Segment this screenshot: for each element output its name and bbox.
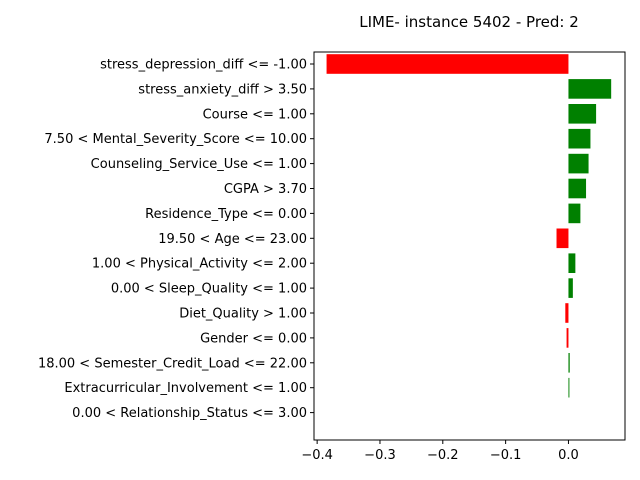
bar xyxy=(568,203,581,224)
x-tick-label: 0.0 xyxy=(558,448,579,463)
x-tick-label: −0.1 xyxy=(490,448,522,463)
bar xyxy=(568,128,591,149)
y-tick-label: Diet_Quality > 1.00 xyxy=(179,307,307,322)
y-tick-label: 7.50 < Mental_Severity_Score <= 10.00 xyxy=(44,132,307,147)
y-tick-label: Course <= 1.00 xyxy=(203,107,307,122)
y-tick-label: 19.50 < Age <= 23.00 xyxy=(158,232,307,247)
x-tick-label: −0.3 xyxy=(364,448,396,463)
bar xyxy=(326,54,569,74)
bars-group xyxy=(326,54,612,398)
bar xyxy=(568,278,573,298)
bar xyxy=(568,79,612,99)
y-tick-label: 0.00 < Sleep_Quality <= 1.00 xyxy=(111,282,307,297)
x-tick-label: −0.2 xyxy=(427,448,459,463)
y-tick-label: stress_anxiety_diff > 3.50 xyxy=(138,82,307,97)
y-tick-labels: stress_depression_diff <= -1.00 stress_an… xyxy=(38,58,314,421)
y-tick-label: Counseling_Service_Use <= 1.00 xyxy=(91,157,307,172)
bar xyxy=(566,328,569,348)
bar xyxy=(568,153,589,174)
y-tick-label: Residence_Type <= 0.00 xyxy=(145,207,307,222)
bar xyxy=(568,178,587,199)
y-tick-label: stress_depression_diff <= -1.00 xyxy=(100,58,307,73)
bar xyxy=(568,353,570,373)
bar xyxy=(565,303,569,323)
bar xyxy=(568,104,597,124)
y-tick-label: 1.00 < Physical_Activity <= 2.00 xyxy=(92,257,307,272)
y-tick-label: Gender <= 0.00 xyxy=(200,331,307,346)
y-tick-label: 18.00 < Semester_Credit_Load <= 22.00 xyxy=(38,356,307,371)
plot-frame xyxy=(313,51,626,441)
y-tick-label: CGPA > 3.70 xyxy=(224,182,307,197)
y-tick-label: Extracurricular_Involvement <= 1.00 xyxy=(64,381,307,396)
bar xyxy=(556,228,569,249)
chart-title: LIME- instance 5402 - Pred: 2 xyxy=(359,13,579,31)
y-tick-label: 0.00 < Relationship_Status <= 3.00 xyxy=(72,406,307,421)
x-ticks: −0.4 −0.3 −0.2 −0.1 0.0 xyxy=(301,440,579,463)
bar xyxy=(568,253,576,273)
x-tick-label: −0.4 xyxy=(301,448,333,463)
bar xyxy=(568,377,570,398)
